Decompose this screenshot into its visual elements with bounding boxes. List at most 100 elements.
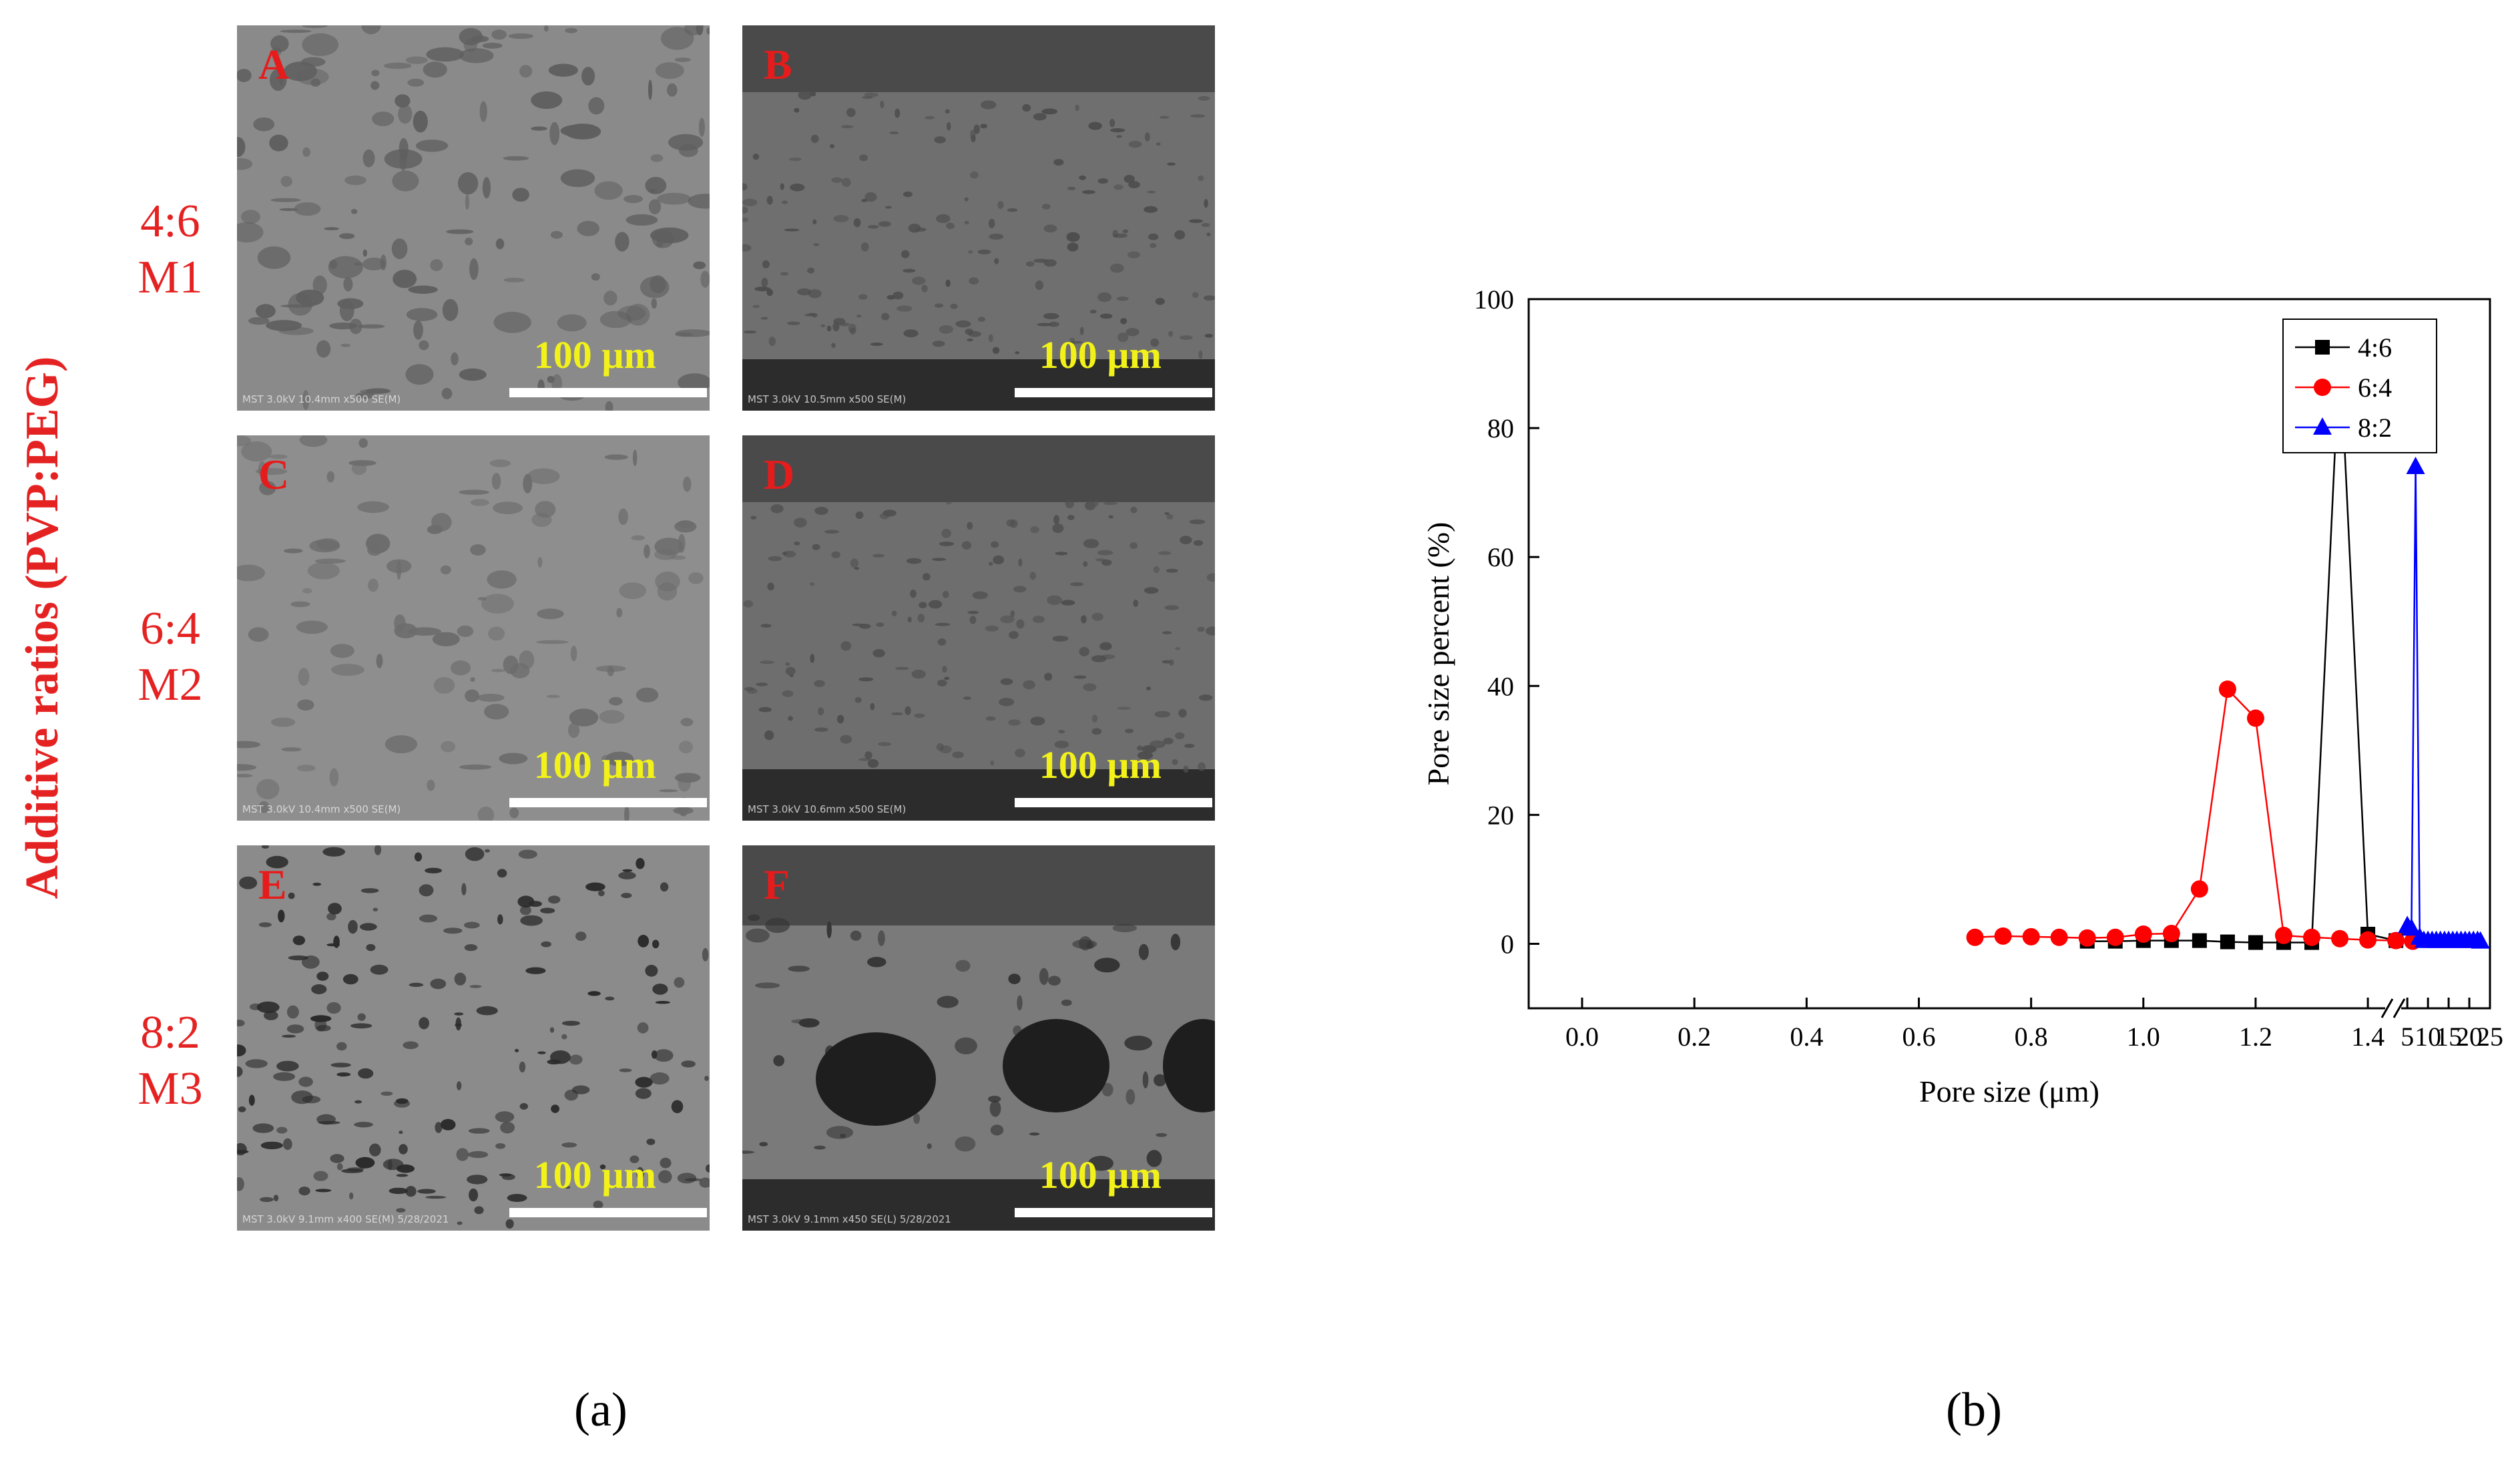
side-label-text: Additive ratios (PVP:PEG) <box>20 357 68 899</box>
legend-box <box>2282 319 2437 453</box>
legend-marker <box>2314 379 2331 396</box>
scale-label: 100 µm <box>533 743 656 787</box>
scale-label: 100 µm <box>533 1153 656 1197</box>
pore-size-chart: 0 20 40 60 80 100 0.0 0.2 0.4 0.6 0.8 1.0 1.2 1.4 5 10 1… <box>1395 280 2520 1149</box>
legend-label: 4:6 <box>2358 333 2392 363</box>
scale-bar <box>1015 1208 1212 1217</box>
sem-image-e: E 100 µm MST 3.0kV 9.1mm x400 SE(M) 5/28… <box>237 845 710 1231</box>
scale-label: 100 µm <box>1039 1153 1162 1197</box>
x-tick-label: 5 <box>2401 1022 2414 1052</box>
y-tick-label: 40 <box>1487 671 1514 701</box>
data-point-6-4 <box>2134 925 2152 943</box>
x-tick-label: 0.8 <box>2015 1022 2048 1052</box>
x-tick-label: 0.2 <box>1678 1022 1711 1052</box>
legend-label: 6:4 <box>2358 373 2392 403</box>
legend-marker <box>2313 417 2332 435</box>
y-tick-label: 20 <box>1487 800 1514 830</box>
sem-image-b: B 100 µm MST 3.0kV 10.5mm x500 SE(M) <box>742 25 1215 411</box>
series-line-8-2 <box>2407 466 2481 942</box>
data-point-4-6 <box>2248 935 2263 950</box>
sem-footer: MST 3.0kV 10.6mm x500 SE(M) <box>748 803 907 815</box>
image-letter: A <box>258 41 290 88</box>
data-point-4-6 <box>2192 933 2207 948</box>
sem-texture <box>742 435 1215 821</box>
sem-image-d: D 100 µm MST 3.0kV 10.6mm x500 SE(M) <box>742 435 1215 821</box>
data-point-6-4 <box>2106 928 2124 946</box>
sem-footer: MST 3.0kV 9.1mm x450 SE(L) 5/28/2021 <box>748 1213 951 1225</box>
data-point-6-4 <box>2162 925 2180 943</box>
data-point-6-4 <box>2246 709 2264 727</box>
x-tick-label: 10 <box>2415 1022 2441 1052</box>
scale-label: 100 µm <box>533 333 656 377</box>
data-point-6-4 <box>2303 928 2321 946</box>
sem-footer: MST 3.0kV 9.1mm x400 SE(M) 5/28/2021 <box>242 1213 449 1225</box>
image-letter: C <box>258 451 290 498</box>
membrane-text: M3 <box>138 1063 203 1114</box>
y-tick-label: 60 <box>1487 542 1514 572</box>
x-tick-label: 0.4 <box>1790 1022 1823 1052</box>
sem-texture <box>237 845 710 1231</box>
y-tick-label: 100 <box>1474 284 1514 315</box>
data-point-6-4 <box>1994 927 2012 945</box>
ratio-text: 8:2 <box>140 1007 200 1058</box>
sem-footer: MST 3.0kV 10.4mm x500 SE(M) <box>242 803 401 815</box>
axis-break-mark <box>2380 998 2394 1018</box>
data-point-6-4 <box>2274 926 2292 944</box>
caption-a: (a) <box>574 1383 627 1436</box>
data-point-6-4 <box>2359 931 2377 949</box>
x-tick-label: 25 <box>2477 1022 2503 1052</box>
data-point-6-4 <box>2387 931 2405 950</box>
scale-bar <box>1015 798 1212 807</box>
sem-texture <box>237 435 710 821</box>
ratio-text: 6:4 <box>140 603 200 654</box>
scale-bar <box>509 798 707 807</box>
sem-image-a: A 100 µm MST 3.0kV 10.4mm x500 SE(M) <box>237 25 710 411</box>
x-tick-label: 15 <box>2435 1022 2462 1052</box>
sem-footer: MST 3.0kV 10.4mm x500 SE(M) <box>242 393 401 405</box>
sem-footer: MST 3.0kV 10.5mm x500 SE(M) <box>748 393 907 405</box>
x-tick-label: 0.6 <box>1902 1022 1935 1052</box>
scale-bar <box>509 388 707 397</box>
legend-label: 8:2 <box>2358 413 2392 443</box>
data-point-4-6 <box>2220 934 2235 950</box>
additive-ratios-label: Additive ratios (PVP:PEG) <box>17 307 73 948</box>
sem-image-c: C 100 µm MST 3.0kV 10.4mm x500 SE(M) <box>237 435 710 821</box>
x-axis-label: Pore size (μm) <box>1919 1074 2099 1108</box>
image-letter: B <box>764 41 792 88</box>
image-letter: E <box>258 861 287 908</box>
series-line-6-4 <box>1975 687 2413 942</box>
legend-marker <box>2315 340 2330 355</box>
scale-bar <box>1015 388 1212 397</box>
ratio-text: 4:6 <box>140 196 200 247</box>
data-point-6-4 <box>2078 929 2096 947</box>
axis-break-mark <box>2392 998 2406 1018</box>
membrane-text: M2 <box>138 659 203 710</box>
image-letter: F <box>764 861 790 908</box>
x-tick-label: 1.4 <box>2351 1022 2384 1052</box>
data-point-6-4 <box>2050 928 2068 946</box>
membrane-text: M1 <box>138 252 203 303</box>
data-point-6-4 <box>2218 680 2236 698</box>
sem-texture <box>742 845 1215 1231</box>
y-axis-label: Pore size percent (%) <box>1421 522 1455 786</box>
scale-label: 100 µm <box>1039 743 1162 787</box>
row-label-m2: 6:4 M2 <box>113 601 227 713</box>
x-tick-label: 1.0 <box>2127 1022 2160 1052</box>
sem-texture <box>237 25 710 411</box>
caption-b: (b) <box>1946 1383 2002 1436</box>
sem-image-f: F 100 µm MST 3.0kV 9.1mm x450 SE(L) 5/28… <box>742 845 1215 1231</box>
x-tick-label: 20 <box>2456 1022 2483 1052</box>
y-tick-label: 0 <box>1501 929 1514 959</box>
data-point-6-4 <box>2022 927 2040 946</box>
chart-svg: 0 20 40 60 80 100 0.0 0.2 0.4 0.6 0.8 1.0 1.2 1.4 5 101… <box>1421 284 2503 1108</box>
scale-label: 100 µm <box>1039 333 1162 377</box>
x-tick-label: 1.2 <box>2239 1022 2272 1052</box>
data-point-8-2 <box>2406 457 2425 475</box>
data-point-6-4 <box>2331 929 2349 948</box>
data-point-8-2 <box>2402 918 2421 936</box>
plot-frame <box>1527 298 2491 1010</box>
data-point-8-2 <box>2471 931 2490 949</box>
row-label-m3: 8:2 M3 <box>113 1005 227 1117</box>
image-letter: D <box>764 451 795 498</box>
scale-bar <box>509 1208 707 1217</box>
